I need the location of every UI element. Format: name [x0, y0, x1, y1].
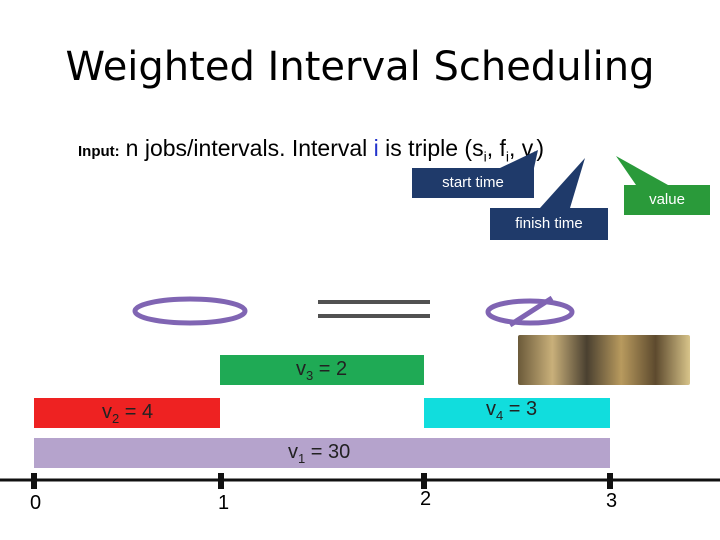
s-scribble-right	[485, 298, 575, 326]
interval-label-v2: v2 = 4	[102, 401, 154, 426]
s-sub: i	[483, 148, 487, 165]
input-description: Input: n jobs/intervals. Interval i is tr…	[78, 130, 544, 175]
interval-label-v4: v4 = 3	[486, 398, 538, 423]
tick-2	[421, 473, 427, 489]
interval-bar-v2: v2 = 4	[34, 398, 220, 428]
n-var: n	[125, 135, 139, 161]
s-scribble-left	[132, 296, 248, 326]
start-pointer	[500, 150, 538, 168]
painting-image	[518, 335, 690, 385]
finish-time-callout: finish time	[490, 208, 608, 240]
value-callout: value	[624, 185, 710, 215]
close-paren: )	[536, 135, 545, 161]
input-text-b: is triple (	[378, 135, 473, 161]
tick-1	[218, 473, 224, 489]
f-var: f	[499, 135, 506, 161]
tick-0	[31, 473, 37, 489]
strikethrough-equation-graphic	[132, 295, 575, 328]
input-label: Input:	[78, 143, 120, 160]
finish-pointer	[540, 158, 585, 208]
comma-2: ,	[509, 135, 522, 161]
tick-3	[607, 473, 613, 489]
interval-bar-v3: v3 = 2	[220, 355, 424, 385]
interval-label-v1: v1 = 30	[288, 441, 351, 466]
interval-label-v3: v3 = 2	[296, 358, 348, 383]
f-sub: i	[505, 148, 510, 165]
tick-label-1: 1	[218, 492, 230, 514]
start-time-callout: start time	[412, 168, 534, 198]
page-title: Weighted Interval Scheduling	[65, 44, 655, 90]
interval-bar-v1: v1 = 30	[34, 438, 610, 468]
comma-1: ,	[486, 135, 500, 161]
interval-bar-v4: v4 = 3	[424, 398, 610, 428]
tick-label-2: 2	[420, 488, 432, 510]
tick-label-3: 3	[606, 490, 618, 512]
tick-label-0: 0	[30, 492, 42, 514]
v-var: v	[521, 135, 534, 161]
s-var: s	[472, 135, 484, 161]
slash-right	[508, 295, 554, 328]
value-pointer	[616, 156, 668, 185]
i-var: i	[373, 135, 379, 161]
input-text-a: jobs/intervals. Interval	[138, 135, 374, 161]
